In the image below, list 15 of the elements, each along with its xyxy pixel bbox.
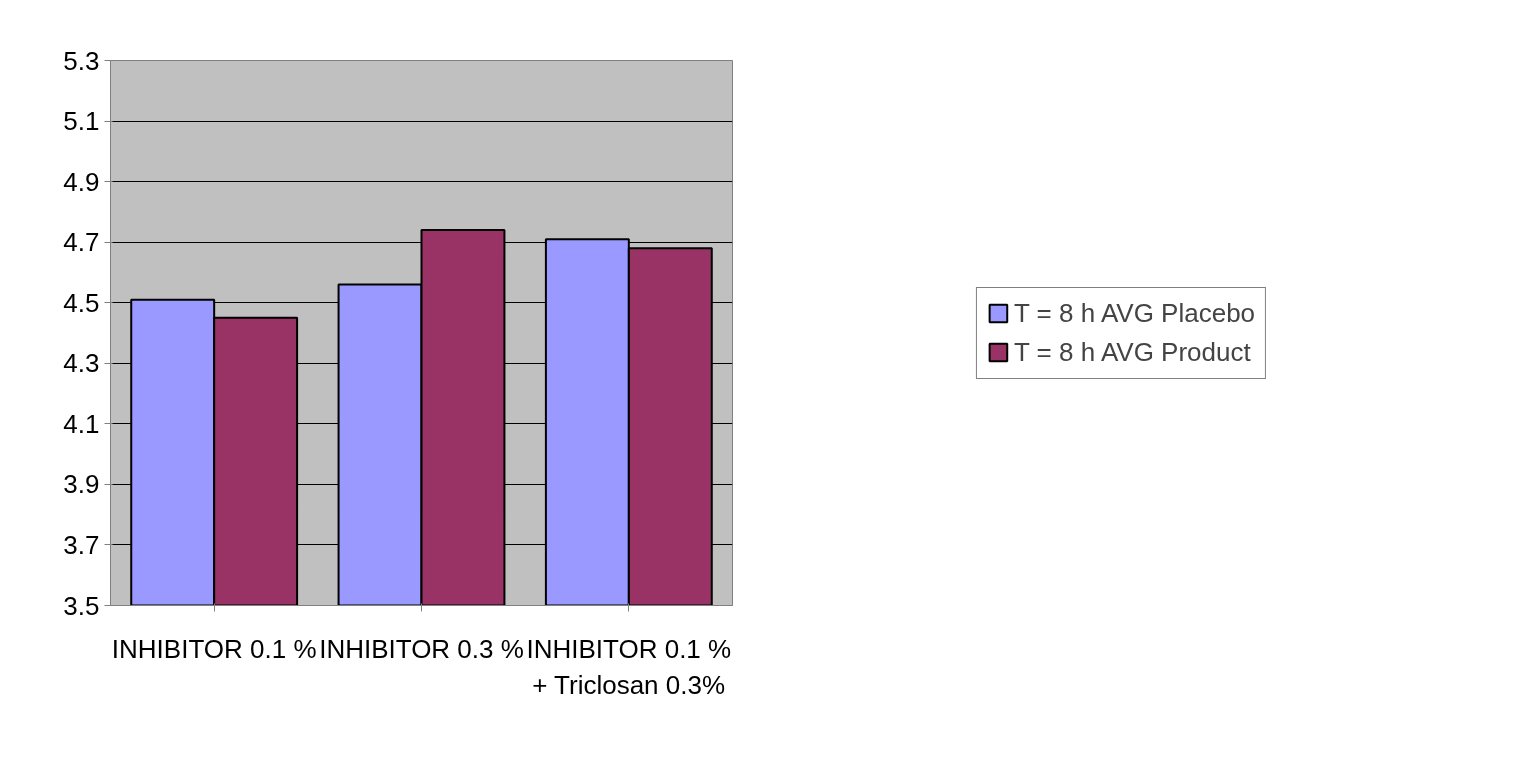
y-tick-label: 4.3 [63, 348, 100, 379]
y-tick-label: 5.3 [63, 45, 100, 76]
y-tick-label: 4.9 [63, 166, 100, 197]
x-tick-label: INHIBITOR 0.1 % + Triclosan 0.3% [526, 633, 732, 700]
y-tick-label: 4.1 [63, 408, 100, 439]
y-tick-label: 3.7 [63, 529, 100, 560]
y-tick-label: 4.7 [63, 227, 100, 258]
x-tick-label: INHIBITOR 0.1 % [111, 633, 317, 664]
x-tick-label: INHIBITOR 0.3 % [319, 633, 524, 664]
legend-label: T = 8 h AVG Placebo [1013, 297, 1256, 329]
y-tick-label: 4.5 [63, 287, 100, 318]
y-tick-label: 5.1 [63, 106, 100, 137]
y-tick-label: 3.5 [63, 590, 100, 621]
y-tick-label: 3.9 [63, 469, 100, 500]
legend-label: T = 8 h AVG Product [1013, 336, 1251, 368]
